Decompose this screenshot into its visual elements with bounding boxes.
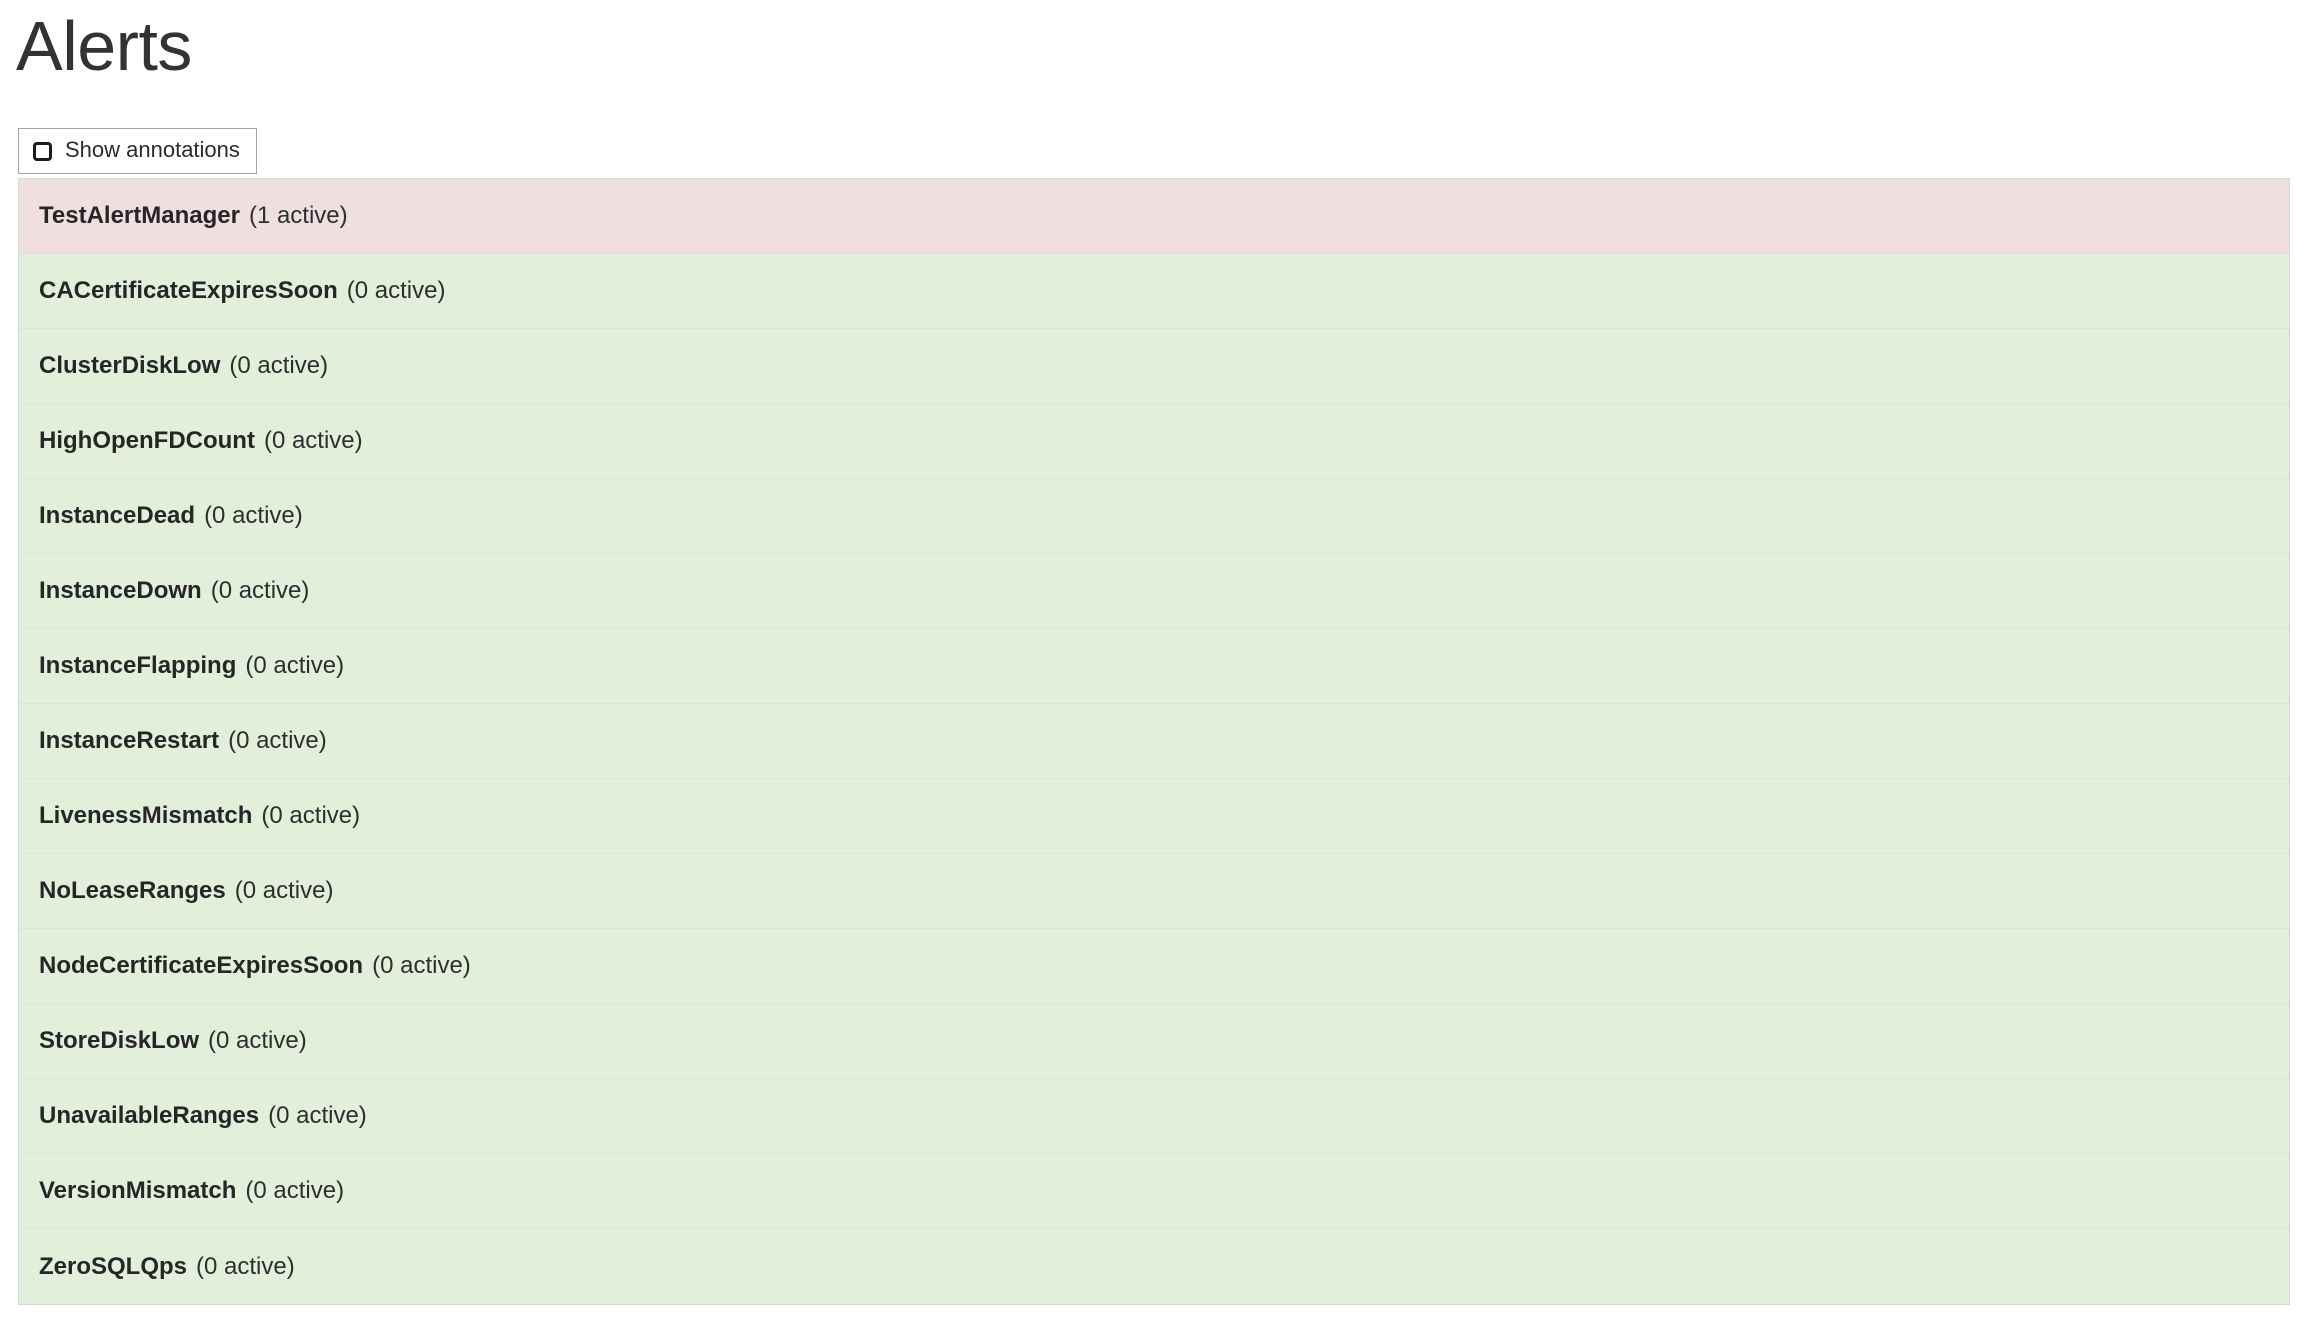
alert-active-count: (1 active) — [248, 202, 348, 229]
alert-name: CACertificateExpiresSoon — [39, 277, 338, 304]
toolbar: Show annotations — [18, 128, 257, 174]
alert-name: LivenessMismatch — [39, 802, 253, 829]
alert-name: InstanceRestart — [39, 727, 220, 754]
unchecked-square-icon — [33, 141, 52, 161]
alert-name: VersionMismatch — [39, 1177, 237, 1204]
alert-row[interactable]: NoLeaseRanges (0 active) — [19, 854, 2289, 929]
alert-row[interactable]: ClusterDiskLow (0 active) — [19, 329, 2289, 404]
alert-active-count: (0 active) — [204, 502, 303, 529]
show-annotations-toggle[interactable]: Show annotations — [18, 128, 257, 174]
alert-row[interactable]: StoreDiskLow (0 active) — [19, 1004, 2289, 1079]
page-title: Alerts — [16, 7, 192, 85]
alert-active-count: (0 active) — [234, 877, 334, 904]
alert-row[interactable]: InstanceRestart (0 active) — [19, 704, 2289, 779]
alert-active-count: (0 active) — [208, 1027, 307, 1054]
alert-name: ZeroSQLQps — [39, 1252, 188, 1280]
alert-name: NodeCertificateExpiresSoon — [39, 952, 364, 979]
alert-row[interactable]: InstanceDown (0 active) — [19, 554, 2289, 629]
alert-row[interactable]: TestAlertManager (1 active) — [19, 179, 2289, 254]
alert-row[interactable]: UnavailableRanges (0 active) — [19, 1079, 2289, 1154]
alert-row[interactable]: CACertificateExpiresSoon (0 active) — [19, 254, 2289, 329]
alert-row[interactable]: InstanceFlapping (0 active) — [19, 629, 2289, 704]
alert-active-count: (0 active) — [210, 577, 310, 604]
alert-active-count: (0 active) — [229, 352, 329, 379]
alert-name: InstanceFlapping — [39, 652, 237, 679]
alert-name: ClusterDiskLow — [39, 352, 221, 379]
alert-name: HighOpenFDCount — [39, 427, 255, 454]
alert-name: TestAlertManager — [39, 202, 240, 229]
alert-name: NoLeaseRanges — [39, 877, 226, 904]
alert-row[interactable]: InstanceDead (0 active) — [19, 479, 2289, 554]
alert-active-count: (0 active) — [261, 802, 361, 829]
alert-name: StoreDiskLow — [39, 1027, 200, 1054]
alert-active-count: (0 active) — [245, 1177, 345, 1204]
alert-name: InstanceDead — [39, 502, 196, 529]
alert-active-count: (0 active) — [245, 652, 345, 679]
alert-active-count: (0 active) — [268, 1102, 367, 1129]
alert-name: UnavailableRanges — [39, 1102, 260, 1129]
alert-active-count: (0 active) — [346, 277, 446, 304]
alert-row[interactable]: VersionMismatch (0 active) — [19, 1154, 2289, 1229]
alert-name: InstanceDown — [39, 577, 202, 604]
show-annotations-label: Show annotations — [65, 137, 240, 162]
alert-active-count: (0 active) — [228, 727, 327, 754]
alert-row[interactable]: NodeCertificateExpiresSoon (0 active) — [19, 929, 2289, 1004]
alert-list: TestAlertManager (1 active) CACertificateE… — [18, 178, 2290, 1305]
alert-active-count: (0 active) — [263, 427, 363, 454]
alert-row[interactable]: ZeroSQLQps (0 active) — [19, 1229, 2289, 1304]
alert-active-count: (0 active) — [196, 1252, 295, 1280]
alert-row[interactable]: HighOpenFDCount (0 active) — [19, 404, 2289, 479]
alert-active-count: (0 active) — [372, 952, 471, 979]
alert-row[interactable]: LivenessMismatch (0 active) — [19, 779, 2289, 854]
